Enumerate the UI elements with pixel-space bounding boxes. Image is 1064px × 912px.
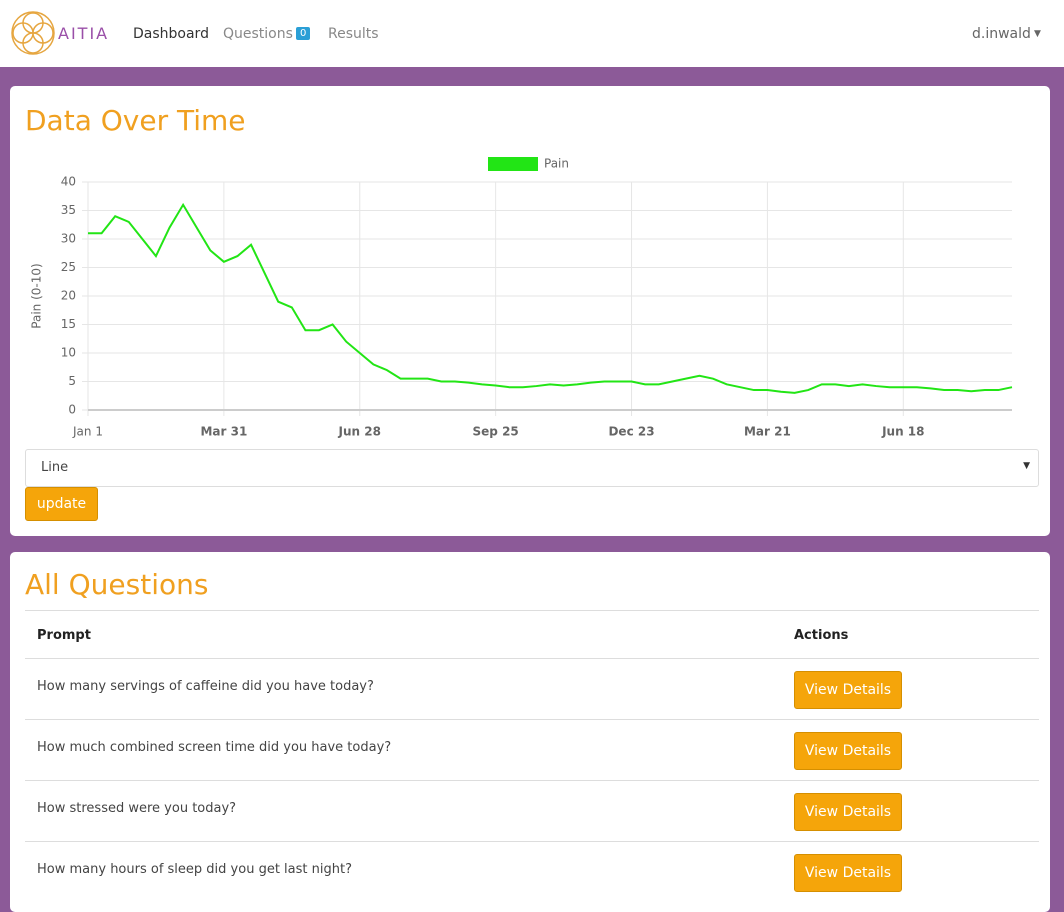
section-title: All Questions [25,568,209,601]
prompt: How stressed were you today? [37,801,237,816]
caret: ▼ [1034,29,1041,39]
y-tick-label: 25 [61,260,76,274]
nav-link[interactable]: Results [328,26,379,42]
column-header: Actions [794,628,849,643]
prompt: How many servings of caffeine did you ha… [37,679,374,694]
chart-card: Data Over Time 0 5 10 15 20 25 30 35 40 Jan 1 Mar … [10,86,1050,536]
y-tick-label: 10 [61,346,76,360]
y-tick-label: 15 [61,317,76,331]
x-tick-label: Jun 28 [338,425,381,439]
prompt: How much combined screen time did you ha… [37,740,392,755]
y-tick-label: 40 [61,175,76,189]
nav-link[interactable]: Dashboard [133,26,209,42]
x-tick-label: Sep 25 [473,425,519,439]
navbar: AITIA Dashboard Questions 0 Results d.in… [0,0,1064,67]
questions-card: All Questions Prompt Actions How many se… [10,552,1050,912]
update-button[interactable]: update [25,487,98,521]
nav-link[interactable]: Questions [223,26,293,42]
table-row: How much combined screen time did you ha… [25,719,1039,781]
badge: 0 [296,27,311,40]
user-menu[interactable]: d.inwald [972,26,1031,42]
caret: ▼ [1023,461,1030,471]
y-tick-label: 5 [68,374,76,388]
brand[interactable]: AITIA [58,24,110,43]
view-details-button[interactable]: View Details [794,732,902,770]
x-tick-label: Mar 21 [744,425,791,439]
y-tick-label: 0 [68,403,76,417]
logo[interactable] [8,8,58,58]
view-details-button[interactable]: View Details [794,793,902,831]
prompt: How many hours of sleep did you get last… [37,862,352,877]
x-tick-label: Mar 31 [200,425,247,439]
table-row: How many servings of caffeine did you ha… [25,658,1039,720]
table-row: How stressed were you today? View Details [25,780,1039,842]
data-line [88,202,1013,394]
view-details-button[interactable]: View Details [794,671,902,709]
table-header: Prompt Actions [25,610,1039,659]
view-details-button[interactable]: View Details [794,854,902,892]
table-row: How many hours of sleep did you get last… [25,841,1039,903]
chart: 0 5 10 15 20 25 30 35 40 Jan 1 Mar 31 Jun 28 Sep 25 D… [30,157,1013,439]
section-title: Data Over Time [25,104,246,137]
chart-type-select[interactable]: Line ▼ [25,449,1039,487]
x-tick-label: Jan 1 [72,425,103,439]
legend-swatch [488,157,538,171]
y-axis-label: Pain (0-10) [30,263,44,328]
x-tick-label: Jun 18 [881,425,924,439]
y-tick-label: 35 [61,203,76,217]
column-header: Prompt [37,628,91,643]
y-tick-label: 30 [61,232,76,246]
legend-label: Pain [544,157,569,171]
x-tick-label: Dec 23 [608,425,654,439]
select-value: Line [41,460,69,475]
y-tick-label: 20 [61,289,76,303]
